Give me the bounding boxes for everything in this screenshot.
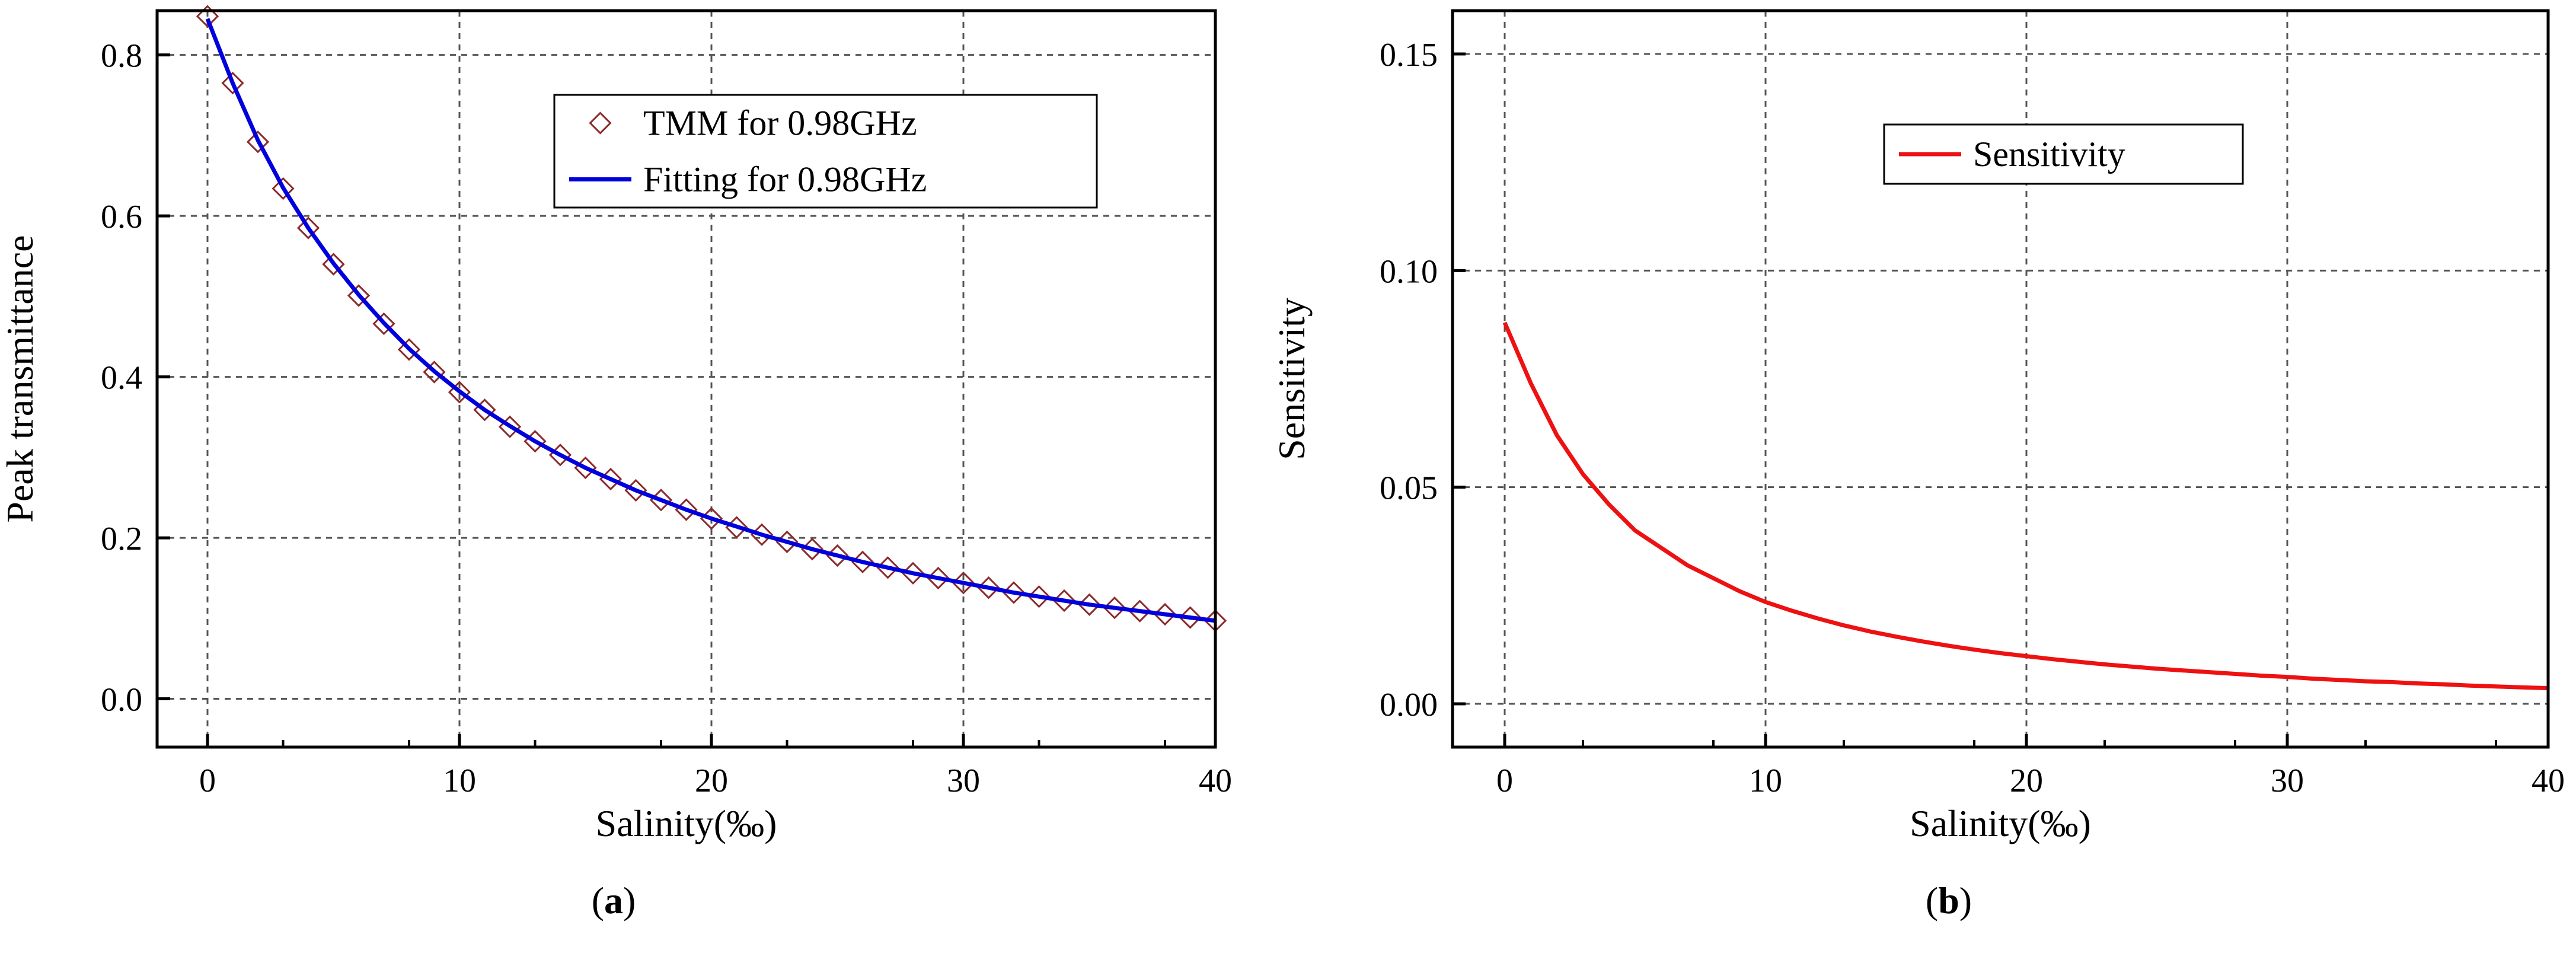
x-tick-label: 0 (199, 763, 216, 799)
x-tick-label: 10 (443, 763, 476, 799)
legend-entry-label: Fitting for 0.98GHz (643, 160, 927, 199)
data-point-marker (1153, 602, 1177, 626)
x-tick-label: 20 (695, 763, 728, 799)
x-tick-label: 0 (1496, 763, 1513, 799)
panel-label: (b) (1926, 879, 1972, 921)
data-point-marker (347, 284, 371, 307)
x-axis-label: Salinity(‰) (1910, 802, 2091, 844)
plot-frame (155, 9, 1217, 749)
data-point-marker (272, 177, 295, 200)
data-point-marker (1128, 599, 1151, 623)
data-point-marker (423, 361, 446, 384)
x-tick-label: 40 (1199, 763, 1232, 799)
y-axis-label: Peak transmittance (0, 235, 41, 522)
series-line (205, 18, 1216, 623)
data-point-marker (322, 253, 345, 276)
plot-frame (1451, 9, 2550, 749)
legend-box (553, 94, 1098, 209)
x-tick-label: 30 (947, 763, 980, 799)
y-tick-label: 0.0 (101, 682, 142, 719)
series-line (1502, 321, 2549, 691)
y-tick-label: 0.4 (101, 360, 142, 397)
data-point-marker (196, 5, 219, 28)
data-point-marker (448, 381, 471, 404)
data-point-marker (221, 72, 244, 95)
data-point-marker (372, 312, 395, 336)
legend-swatch-marker (589, 111, 612, 135)
x-tick-label: 10 (1749, 763, 1782, 799)
data-point-marker (296, 216, 320, 240)
data-point-marker (1103, 596, 1126, 620)
y-tick-label: 0.8 (101, 38, 142, 75)
legend-entry-label: TMM for 0.98GHz (643, 104, 917, 143)
y-tick-label: 0.15 (1380, 37, 1438, 74)
chart-panel-a: 0 10 20 30 40 0.0 0.2 0.4 0.6 0.8 Salinity(‰) Peak … (0, 5, 1232, 921)
data-point-marker (397, 338, 421, 361)
chart-panel-b: 0 10 20 30 40 0.00 0.05 0.10 0.15 Salinity(‰) Sens… (1271, 9, 2565, 921)
data-point-marker (1027, 585, 1051, 608)
y-tick-label: 0.05 (1380, 470, 1438, 507)
data-point-marker (1078, 593, 1101, 616)
x-axis-label: Salinity(‰) (596, 802, 777, 844)
data-point-marker (1179, 606, 1202, 629)
legend-entry-label: Sensitivity (1973, 135, 2125, 174)
y-tick-label: 0.6 (101, 199, 142, 235)
y-tick-label: 0.00 (1380, 687, 1438, 723)
y-tick-label: 0.2 (101, 521, 142, 557)
y-tick-label: 0.10 (1380, 253, 1438, 290)
panel-label: (a) (592, 879, 636, 921)
x-tick-label: 20 (2010, 763, 2043, 799)
y-axis-label: Sensitivity (1271, 298, 1313, 460)
x-tick-label: 40 (2532, 763, 2565, 799)
x-tick-label: 30 (2271, 763, 2304, 799)
data-point-marker (246, 130, 270, 154)
data-point-marker (1052, 589, 1076, 613)
